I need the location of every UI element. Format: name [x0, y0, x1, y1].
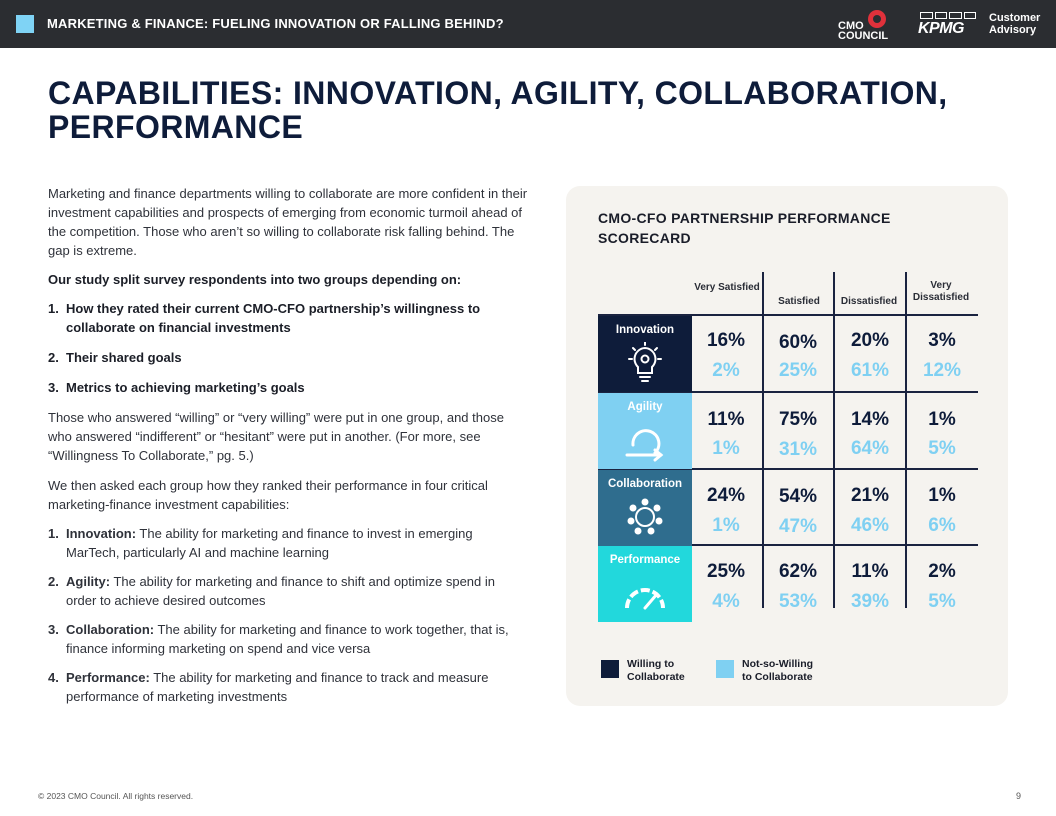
legend-label: Willing to Collaborate — [627, 658, 685, 683]
header-title: MARKETING & FINANCE: FUELING INNOVATION … — [47, 16, 504, 31]
capability-item: 2. Agility: The ability for marketing and… — [48, 574, 495, 608]
willing-value: 3% — [928, 330, 956, 351]
not-willing-value: 12% — [922, 360, 962, 381]
capability-item: 1. Innovation: The ability for marketing … — [48, 526, 473, 560]
gauge-icon — [625, 588, 665, 610]
groups-paragraph: Those who answered “willing” or “very wi… — [48, 410, 504, 463]
not-willing-value: 39% — [850, 591, 890, 612]
customer-advisory-line2: Advisory — [989, 24, 1037, 36]
capability-item: 4. Performance: The ability for marketing… — [48, 670, 489, 704]
split-item: 1. How they rated their current CMO-CFO p… — [48, 301, 481, 335]
row-label-text: Collaboration — [607, 478, 683, 490]
split-item: 3. Metrics to achieving marketing’s goals — [48, 380, 305, 395]
grid-divider — [905, 272, 907, 608]
capability-item: 3. Collaboration: The ability for marketi… — [48, 622, 509, 656]
intro-paragraph: Marketing and finance departments willin… — [48, 186, 528, 258]
not-willing-value: 46% — [850, 515, 890, 536]
column-header: Very Dissatisfied — [912, 280, 970, 303]
willing-value: 21% — [850, 485, 890, 506]
willing-value: 1% — [928, 409, 956, 430]
customer-advisory-logo: Customer Advisory — [989, 12, 1040, 36]
lightbulb-gear-icon — [628, 342, 662, 382]
willing-value: 62% — [778, 561, 818, 582]
grid-divider — [833, 272, 835, 608]
grid-divider — [598, 391, 978, 393]
split-list: 1. How they rated their current CMO-CFO p… — [48, 299, 528, 397]
kpmg-logo: KPMG — [918, 12, 976, 38]
not-willing-value: 47% — [778, 516, 818, 537]
willing-value: 16% — [706, 330, 746, 351]
willing-value: 1% — [928, 485, 956, 506]
column-header: Satisfied — [778, 296, 820, 307]
willing-value: 20% — [850, 330, 890, 351]
not-willing-value: 6% — [928, 515, 956, 536]
not-willing-value: 2% — [712, 360, 740, 381]
willing-value: 14% — [850, 409, 890, 430]
grid-divider — [598, 468, 978, 470]
capabilities-list: 1. Innovation: The ability for marketing … — [48, 524, 528, 706]
cycle-arrow-icon — [625, 429, 664, 462]
not-willing-value: 25% — [778, 360, 818, 381]
scorecard-title: CMO-CFO PARTNERSHIP PERFORMANCE SCORECAR… — [598, 210, 891, 246]
customer-advisory-line1: Customer — [989, 12, 1041, 24]
header-bar: MARKETING & FINANCE: FUELING INNOVATION … — [0, 0, 1056, 48]
willing-value: 60% — [778, 332, 818, 353]
row-label-text: Innovation — [615, 324, 675, 336]
not-willing-value: 61% — [850, 360, 890, 381]
kpmg-boxes-icon — [920, 12, 976, 19]
grid-divider — [598, 544, 978, 546]
not-willing-value: 53% — [778, 591, 818, 612]
willing-value: 54% — [778, 486, 818, 507]
row-label-text: Agility — [627, 401, 663, 413]
row-label-agility: Agility — [598, 393, 692, 469]
willing-value: 24% — [706, 485, 746, 506]
split-heading: Our study split survey respondents into … — [48, 272, 462, 287]
not-willing-value: 5% — [928, 591, 956, 612]
people-circle-icon — [627, 498, 663, 535]
not-willing-value: 31% — [778, 439, 818, 460]
legend-swatch-dark — [601, 660, 619, 678]
row-label-performance: Performance — [598, 546, 692, 622]
legend-label: Not-so-Willing to Collaborate — [742, 658, 814, 683]
not-willing-value: 4% — [712, 591, 740, 612]
not-willing-value: 1% — [712, 438, 740, 459]
row-label-text: Performance — [609, 554, 681, 566]
legend-swatch-light — [716, 660, 734, 678]
split-item: 2. Their shared goals — [48, 350, 182, 365]
cmo-logo-line2: COUNCIL — [838, 30, 889, 42]
willing-value: 11% — [707, 409, 745, 430]
grid-divider — [598, 314, 978, 316]
willing-value: 75% — [778, 409, 818, 430]
column-header: Very Satisfied — [694, 282, 760, 293]
row-label-innovation: Innovation — [598, 316, 692, 392]
cmo-logo-line1: CMO — [838, 20, 864, 32]
grid-divider — [762, 272, 764, 608]
body-text: Marketing and finance departments willin… — [48, 184, 528, 706]
page-title: CAPABILITIES: INNOVATION, AGILITY, COLLA… — [48, 75, 948, 145]
willing-value: 11% — [851, 561, 889, 582]
not-willing-value: 64% — [850, 438, 890, 459]
cmo-council-logo: CMO COUNCIL — [836, 8, 892, 42]
footer-copyright: © 2023 CMO Council. All rights reserved. — [38, 791, 194, 801]
scorecard-panel: CMO-CFO PARTNERSHIP PERFORMANCE SCORECAR… — [566, 186, 1008, 706]
ranking-paragraph: We then asked each group how they ranked… — [48, 478, 488, 512]
willing-value: 2% — [928, 561, 956, 582]
not-willing-value: 5% — [928, 438, 956, 459]
column-header: Dissatisfied — [840, 296, 898, 307]
not-willing-value: 1% — [712, 515, 740, 536]
header-square-icon — [16, 15, 34, 33]
willing-value: 25% — [706, 561, 746, 582]
cmo-flame-icon — [868, 10, 886, 28]
kpmg-wordmark: KPMG — [918, 20, 965, 37]
row-label-collaboration: Collaboration — [598, 470, 692, 546]
page-number: 9 — [1016, 791, 1022, 801]
